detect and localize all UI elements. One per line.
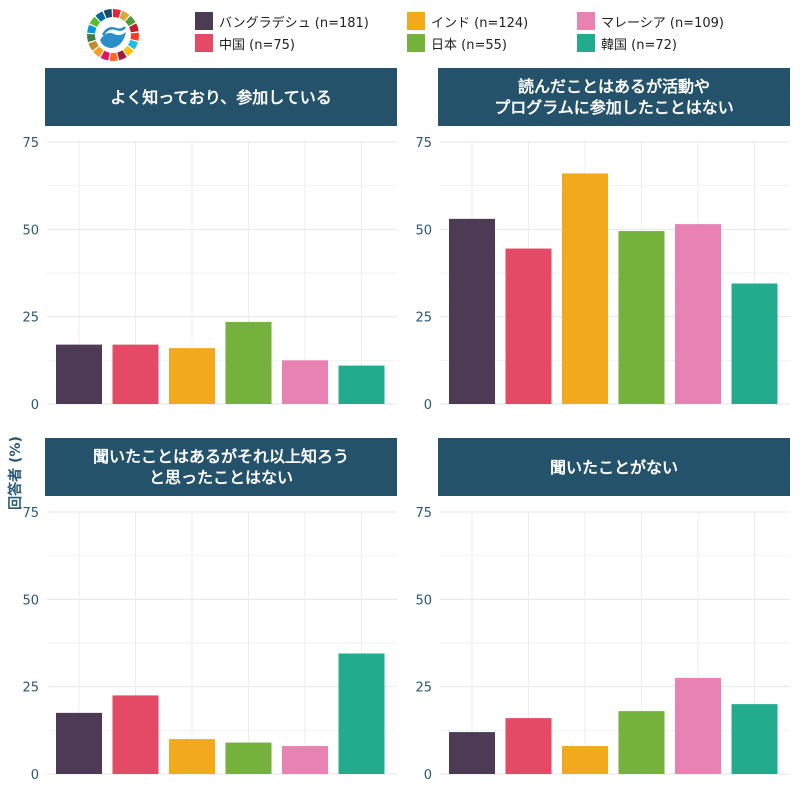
bar-plot: 0 25 50 75 [415, 136, 790, 413]
y-tick-label: 75 [22, 506, 39, 521]
y-tick-label: 0 [31, 398, 39, 413]
panel-title: 読んだことはあるが活動や プログラムに参加したことはない [438, 68, 790, 126]
bar [675, 224, 721, 404]
bar [169, 348, 215, 404]
legend-swatch [577, 34, 595, 52]
legend-swatch [577, 12, 595, 30]
legend-item: マレーシア (n=109) [577, 12, 724, 31]
y-tick-label: 75 [22, 136, 39, 151]
logo-icon [87, 9, 139, 62]
legend-item: インド (n=124) [407, 12, 529, 31]
y-tick-label: 75 [415, 506, 432, 521]
bar [675, 677, 721, 774]
legend-swatch [407, 12, 425, 30]
bar [56, 712, 102, 774]
bar [225, 321, 272, 404]
chart-panel: 聞いたことがない 0 25 50 75 [415, 438, 790, 783]
y-tick-label: 0 [424, 768, 432, 783]
legend: バングラデシュ (n=181) インド (n=124) マレーシア (n=109) 中… [195, 12, 795, 58]
chart-panel: 読んだことはあるが活動や プログラムに参加したことはない 0 25 50 75 [415, 68, 790, 413]
bar-plot: 0 25 50 75 [415, 506, 790, 783]
bar [56, 344, 102, 404]
legend-label: 韓国 (n=72) [601, 37, 677, 53]
bar [169, 739, 215, 774]
legend-swatch [195, 12, 213, 30]
bar [338, 365, 385, 404]
y-tick-label: 50 [415, 593, 432, 608]
legend-swatch [195, 34, 213, 52]
bar [112, 695, 159, 774]
legend-item: 中国 (n=75) [195, 34, 295, 53]
legend-item: 日本 (n=55) [407, 34, 507, 53]
y-tick-label: 25 [22, 681, 39, 696]
legend-swatch [407, 34, 425, 52]
y-tick-label: 50 [22, 223, 39, 238]
bar [618, 711, 665, 774]
bar [449, 218, 495, 404]
chart-panel: よく知っており、参加している 0 25 50 75 [22, 68, 397, 413]
y-tick-label: 75 [415, 136, 432, 151]
bar [112, 344, 159, 404]
bar [282, 360, 328, 404]
y-axis-label: 回答者 (%) [4, 428, 26, 518]
y-tick-label: 0 [31, 768, 39, 783]
panel-title: 聞いたことはあるがそれ以上知ろう と思ったことはない [45, 438, 397, 496]
bar [505, 718, 552, 774]
legend-label: インド (n=124) [431, 15, 529, 31]
y-tick-label: 50 [22, 593, 39, 608]
bar [338, 653, 385, 774]
y-tick-label: 0 [424, 398, 432, 413]
legend-label: 中国 (n=75) [219, 37, 295, 53]
chart-panel: 聞いたことはあるがそれ以上知ろう と思ったことはない 0 25 50 75 [22, 438, 397, 783]
bar [562, 746, 608, 774]
y-tick-label: 25 [415, 681, 432, 696]
bar-plot: 0 25 50 75 [22, 136, 397, 413]
panel-title: よく知っており、参加している [45, 68, 397, 126]
bar-plot: 0 25 50 75 [22, 506, 397, 783]
bar [449, 732, 495, 774]
legend-item: バングラデシュ (n=181) [195, 12, 369, 31]
y-tick-label: 25 [22, 311, 39, 326]
bar [282, 746, 328, 774]
bar [562, 173, 608, 404]
y-axis-label-text: 回答者 (%) [8, 436, 25, 510]
y-tick-label: 50 [415, 223, 432, 238]
legend-item: 韓国 (n=72) [577, 34, 677, 53]
bar [731, 283, 778, 404]
bar [505, 248, 552, 404]
y-tick-label: 25 [415, 311, 432, 326]
bar [618, 231, 665, 404]
legend-label: バングラデシュ (n=181) [219, 15, 369, 31]
legend-label: 日本 (n=55) [431, 37, 507, 53]
panel-title: 聞いたことがない [438, 438, 790, 496]
legend-label: マレーシア (n=109) [601, 15, 724, 31]
bar [731, 704, 778, 774]
bar [225, 742, 272, 774]
